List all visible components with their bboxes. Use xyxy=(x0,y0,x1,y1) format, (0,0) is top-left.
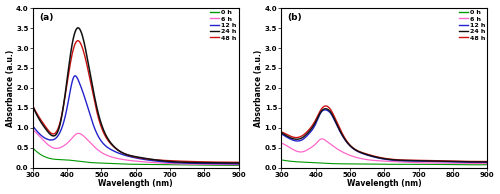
Text: (a): (a) xyxy=(39,13,54,22)
Y-axis label: Absorbance (a.u.): Absorbance (a.u.) xyxy=(254,49,263,127)
Y-axis label: Absorbance (a.u.): Absorbance (a.u.) xyxy=(6,49,15,127)
X-axis label: Wavelength (nm): Wavelength (nm) xyxy=(98,179,173,188)
Legend: 0 h, 6 h, 12 h, 24 h, 48 h: 0 h, 6 h, 12 h, 24 h, 48 h xyxy=(458,9,486,41)
Text: (b): (b) xyxy=(288,13,302,22)
Legend: 0 h, 6 h, 12 h, 24 h, 48 h: 0 h, 6 h, 12 h, 24 h, 48 h xyxy=(210,9,238,41)
X-axis label: Wavelength (nm): Wavelength (nm) xyxy=(347,179,422,188)
